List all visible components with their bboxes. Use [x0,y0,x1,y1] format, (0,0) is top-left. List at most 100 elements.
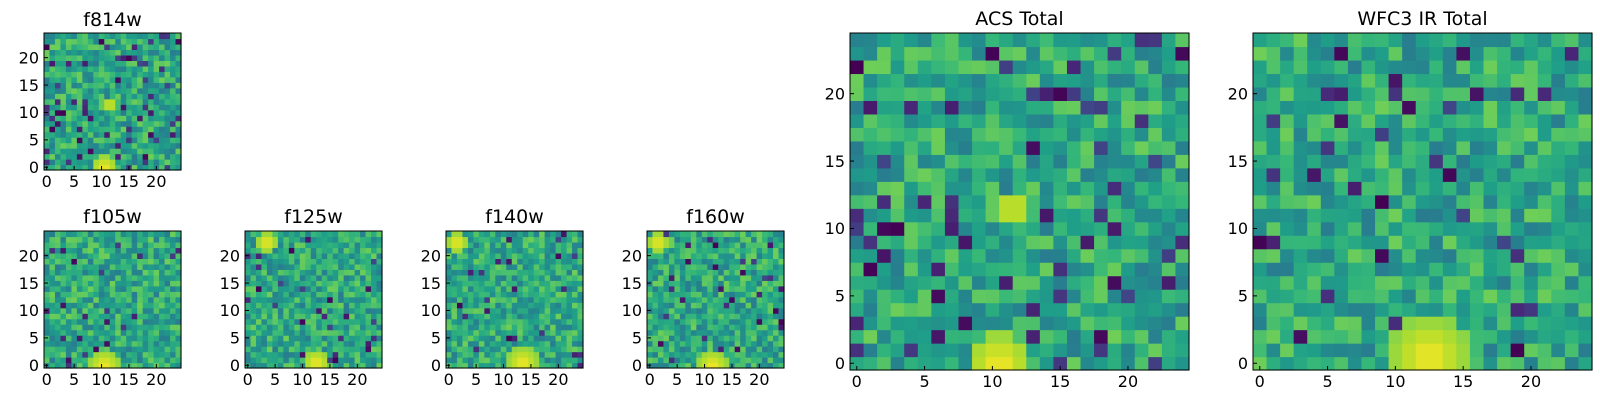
heatmap-cell [1347,86,1363,101]
heatmap-cell [299,241,306,249]
heatmap-cell [327,280,334,287]
heatmap-cell [327,340,334,347]
heatmap-cell [310,329,317,336]
heatmap-cell [712,318,719,325]
heatmap-cell [473,236,480,243]
heatmap-cell [343,231,350,238]
heatmap-cell [376,357,383,364]
heatmap-cell [1334,33,1349,48]
heatmap-cell [93,236,100,243]
heatmap-cell [550,247,557,254]
heatmap-cell [245,231,252,238]
heatmap-cell [674,307,681,314]
heatmap-cell [365,231,372,238]
heatmap-cell [561,302,568,309]
heatmap-cell [327,302,334,309]
heatmap-cell [98,115,105,122]
heatmap-cell [467,252,474,259]
heatmap-cell [1578,181,1593,196]
heatmap-cell [685,258,692,265]
heatmap-cell [54,71,62,78]
heatmap-cell [93,142,100,149]
heatmap-cell [999,33,1014,48]
heatmap-cell [71,49,78,56]
heatmap-cell [751,296,758,303]
heatmap-cell [478,231,485,238]
heatmap-cell [49,351,56,358]
heatmap-cell [778,258,785,265]
heatmap-cell [1483,46,1498,61]
heatmap-cell [1347,100,1363,115]
heatmap-cell [456,296,464,303]
heatmap-cell [71,109,78,116]
heatmap-cell [1551,235,1566,250]
heatmap-cell [109,131,116,138]
heatmap-cell [93,33,100,40]
heatmap-cell [349,313,356,320]
heatmap-cell [734,231,741,238]
heatmap-cell [517,247,524,254]
y-tick-label: 15 [622,274,642,293]
heatmap-cell [1134,86,1149,101]
heatmap-cell [652,329,659,336]
heatmap-cell [958,235,973,250]
heatmap-cell [863,316,878,331]
heatmap-cell [104,131,111,138]
heatmap-cell [245,346,252,353]
heatmap-cell [506,307,513,314]
heatmap-cell [170,137,177,144]
heatmap-cell [349,269,356,276]
heatmap-cell [76,87,83,94]
heatmap-cell [148,109,155,116]
heatmap-cell [137,115,144,122]
heatmap-cell [1253,329,1268,344]
heatmap-cell [261,340,268,347]
heatmap-cell [371,285,378,292]
heatmap-cell [65,340,72,347]
heatmap-cell [734,296,741,303]
heatmap-cell [153,269,160,276]
heatmap-cell [511,247,518,254]
heatmap-cell [170,153,177,160]
heatmap-cell [451,236,458,243]
heatmap-cell [60,241,67,249]
heatmap-cell [1320,33,1335,48]
heatmap-cell [723,291,730,298]
heatmap-cell [566,318,573,325]
heatmap-cell [175,38,182,45]
heatmap-cell [1483,73,1498,88]
heatmap-cell [142,93,149,100]
heatmap-cell [863,356,878,371]
heatmap-cell [54,263,62,270]
heatmap-cell [1469,221,1485,236]
heatmap-cell [751,362,758,369]
heatmap-cell [104,38,111,45]
heatmap-cell [850,140,865,155]
heatmap-cell [539,313,546,320]
heatmap-cell [1266,221,1281,236]
heatmap-cell [76,318,83,325]
heatmap-cell [566,241,573,249]
heatmap-cell [1148,248,1163,263]
heatmap-cell [60,126,67,133]
heatmap-cell [104,302,111,309]
heatmap-cell [98,38,105,45]
heatmap-cell [1388,208,1403,223]
heatmap-cell [137,307,144,314]
heatmap-cell [1402,86,1417,101]
heatmap-cell [1320,275,1335,290]
heatmap-cell [142,346,149,353]
heatmap-cell [931,235,946,250]
heatmap-cell [668,285,675,292]
heatmap-cell [707,302,714,309]
heatmap-cell [1039,262,1054,277]
heatmap-cell [712,252,719,259]
heatmap-cell [1080,181,1095,196]
heatmap-cell [1578,33,1593,48]
heatmap-cell [245,285,252,292]
heatmap-cell [850,73,865,88]
heatmap-cell [175,231,182,238]
heatmap-cell [506,263,513,270]
heatmap-cell [115,269,122,276]
heatmap-cell [137,60,144,67]
